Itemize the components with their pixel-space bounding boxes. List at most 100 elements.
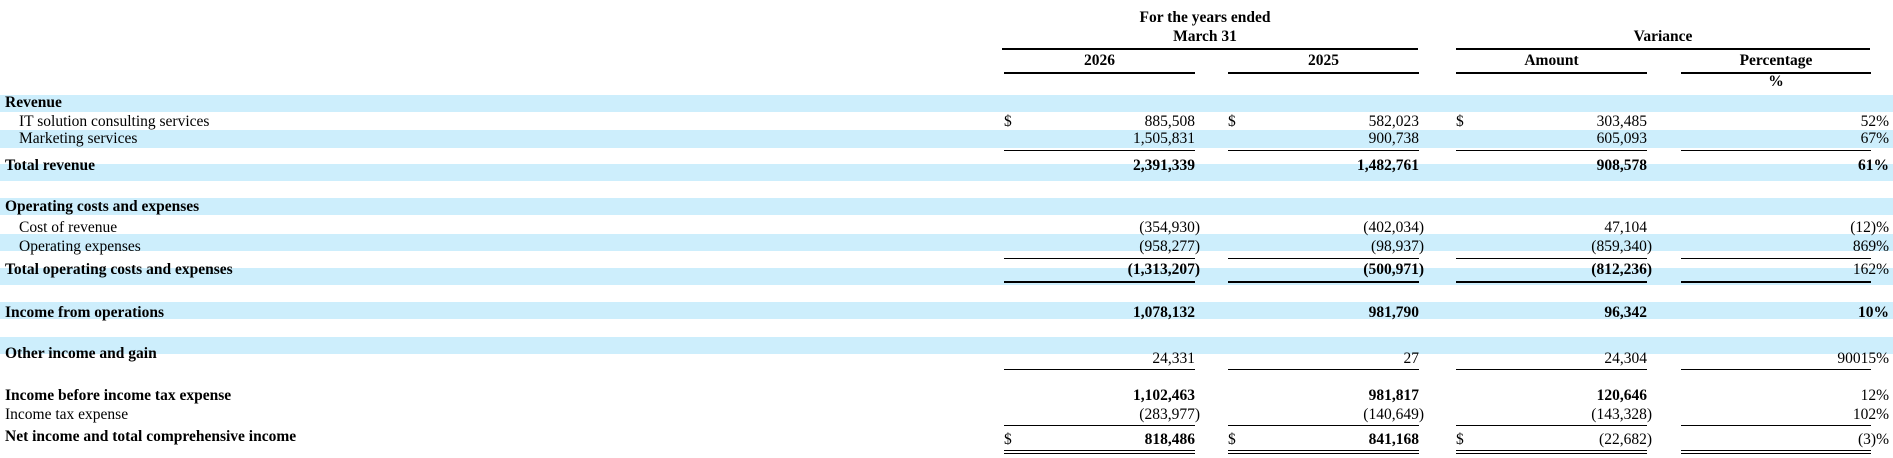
row-label-income-ops: Income from operations [5,304,164,321]
col-header-2025: 2025 [1308,52,1339,69]
cell-total-opcosts-pct: 162% [1852,261,1889,278]
row-label-cost-of-revenue: Cost of revenue [19,219,118,236]
subtotal-rule [1456,369,1647,370]
header-rule-variance [1456,48,1870,50]
cell-opex-pct: 869% [1852,238,1889,255]
double-rule [1228,450,1419,454]
cell-net-income-pct: (3)% [1858,431,1889,448]
currency-symbol: $ [1004,113,1012,130]
currency-symbol: $ [1004,431,1012,448]
currency-symbol: $ [1228,431,1236,448]
row-label-total-revenue: Total revenue [5,157,95,174]
row-band [0,164,1893,181]
row-band [0,95,1893,112]
col-rule-amount [1456,72,1647,74]
section-opcosts-label: Operating costs and expenses [5,198,200,215]
subtotal-rule [1456,150,1647,151]
row-band [0,268,1893,285]
double-rule [1004,450,1195,454]
subtotal-rule [1228,369,1419,370]
col-rule-2026 [1004,72,1195,74]
cell-tax-amount: (143,328) [1591,406,1652,423]
subtotal-rule [1004,150,1195,151]
pct-unit-header: % [1768,73,1784,90]
cell-marketing-2026: 1,505,831 [1133,130,1195,147]
cell-income-ops-amount: 96,342 [1604,304,1647,321]
row-band [0,198,1893,215]
row-label-total-opcosts: Total operating costs and expenses [5,261,233,278]
cell-total-opcosts-2025: (500,971) [1363,261,1424,278]
col-header-amount: Amount [1524,52,1579,69]
cell-other-income-amount: 24,304 [1604,350,1647,367]
subtotal-rule [1228,258,1419,259]
row-label-marketing: Marketing services [19,130,138,147]
cell-income-ops-pct: 10% [1858,304,1889,321]
currency-symbol: $ [1456,113,1464,130]
cell-cost-rev-2025: (402,034) [1363,219,1424,236]
col-rule-2025 [1228,72,1419,74]
cell-net-income-amount: (22,682) [1599,431,1652,448]
total-rule [1456,281,1647,283]
cell-marketing-amount: 605,093 [1596,130,1647,147]
col-header-percentage: Percentage [1739,52,1813,69]
cell-ibt-2025: 981,817 [1368,387,1419,404]
cell-it-2026: 885,508 [1144,113,1195,130]
period-header-line2: March 31 [1173,28,1237,45]
currency-symbol: $ [1228,113,1236,130]
col-rule-percentage [1681,72,1871,74]
cell-other-income-2026: 24,331 [1152,350,1195,367]
cell-income-ops-2025: 981,790 [1368,304,1419,321]
variance-header: Variance [1633,28,1693,45]
cell-net-income-2025: 841,168 [1368,431,1419,448]
cell-total-revenue-2025: 1,482,761 [1357,157,1419,174]
row-label-it-services: IT solution consulting services [19,113,210,130]
period-header-line1: For the years ended [1139,9,1271,26]
cell-tax-2025: (140,649) [1363,406,1424,423]
cell-net-income-2026: 818,486 [1144,431,1195,448]
cell-other-income-pct: 90015% [1837,350,1889,367]
total-rule [1681,281,1871,283]
cell-other-income-2025: 27 [1403,350,1420,367]
row-band [0,234,1893,251]
row-label-other-income: Other income and gain [5,345,157,362]
subtotal-rule [1004,425,1195,426]
cell-total-revenue-2026: 2,391,339 [1133,157,1195,174]
row-band [0,130,1893,148]
cell-marketing-pct: 67% [1860,130,1889,147]
row-label-tax: Income tax expense [5,406,129,423]
cell-ibt-amount: 120,646 [1596,387,1647,404]
cell-opex-2026: (958,277) [1139,238,1200,255]
col-header-2026: 2026 [1084,52,1115,69]
cell-it-pct: 52% [1860,113,1889,130]
cell-cost-rev-2026: (354,930) [1139,219,1200,236]
subtotal-rule [1681,258,1871,259]
cell-it-amount: 303,485 [1596,113,1647,130]
subtotal-rule [1681,425,1871,426]
subtotal-rule [1004,258,1195,259]
cell-total-revenue-pct: 61% [1858,157,1889,174]
subtotal-rule [1228,150,1419,151]
subtotal-rule [1681,150,1871,151]
cell-total-revenue-amount: 908,578 [1596,157,1647,174]
double-rule [1681,450,1871,454]
cell-opex-amount: (859,340) [1591,238,1652,255]
double-rule [1456,450,1647,454]
total-rule [1004,281,1195,283]
subtotal-rule [1228,425,1419,426]
cell-ibt-pct: 12% [1860,387,1889,404]
header-rule-period [1002,48,1418,50]
cell-ibt-2026: 1,102,463 [1133,387,1195,404]
total-rule [1228,281,1419,283]
row-label-operating-expenses: Operating expenses [19,238,141,255]
cell-marketing-2025: 900,738 [1368,130,1419,147]
subtotal-rule [1456,425,1647,426]
row-band [0,302,1893,319]
cell-total-opcosts-2026: (1,313,207) [1127,261,1200,278]
cell-income-ops-2026: 1,078,132 [1133,304,1195,321]
cell-tax-2026: (283,977) [1139,406,1200,423]
row-label-net-income: Net income and total comprehensive incom… [5,428,297,445]
subtotal-rule [1456,258,1647,259]
cell-it-2025: 582,023 [1368,113,1419,130]
row-band [0,337,1893,354]
currency-symbol: $ [1456,431,1464,448]
